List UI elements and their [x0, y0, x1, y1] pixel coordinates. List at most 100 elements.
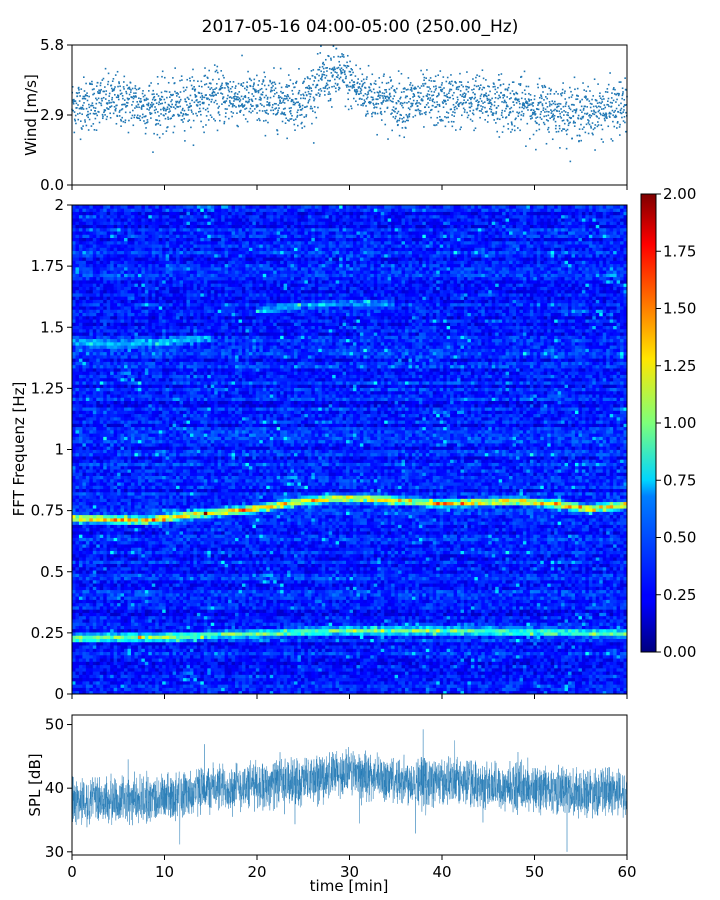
spectrogram-cell	[242, 684, 246, 688]
spectrogram-cell	[478, 648, 482, 652]
spectrogram-cell	[134, 674, 138, 678]
wind-point	[95, 103, 97, 105]
spectrogram-cell	[197, 684, 201, 688]
spectrogram-cell	[474, 655, 478, 659]
wind-point	[224, 102, 226, 104]
wind-point	[149, 112, 151, 114]
wind-point	[496, 91, 498, 93]
wind-point	[624, 122, 626, 124]
spectrogram-cell	[96, 639, 100, 643]
spectrogram-cell	[141, 687, 145, 691]
spectrogram-cell	[367, 648, 371, 652]
spectrogram-cell	[93, 678, 97, 682]
spectrogram-cell	[249, 652, 253, 656]
spectrogram-cell	[117, 648, 121, 652]
spectrogram-cell	[558, 684, 562, 688]
spectrogram-cell	[530, 658, 534, 662]
wind-point	[330, 100, 332, 102]
spectrogram-cell	[200, 645, 204, 649]
spectrogram-cell	[572, 645, 576, 649]
spectrogram-cell	[329, 684, 333, 688]
spectrogram-cell	[145, 645, 149, 649]
spectrogram-cell	[398, 681, 402, 685]
wind-point	[503, 126, 505, 128]
wind-point	[219, 120, 221, 122]
wind-point	[493, 119, 495, 121]
spectrogram-cell	[266, 648, 270, 652]
wind-point	[505, 102, 507, 104]
spectrogram-cell	[565, 671, 569, 675]
spectrogram-cell	[297, 671, 301, 675]
spectrogram-cell	[225, 652, 229, 656]
spectrogram-cell	[360, 655, 364, 659]
wind-point	[172, 77, 174, 79]
wind-point	[221, 83, 223, 85]
wind-point	[208, 119, 210, 121]
spectrogram-cell	[304, 678, 308, 682]
spectrogram-cell	[370, 652, 374, 656]
wind-point	[350, 71, 352, 73]
spectrogram-cell	[457, 648, 461, 652]
spectrogram-cell	[152, 671, 156, 675]
spectrogram-cell	[513, 687, 517, 691]
spectrogram-cell	[374, 684, 378, 688]
spectrogram-cell	[603, 645, 607, 649]
wind-point	[165, 118, 167, 120]
spectrogram-cell	[547, 684, 551, 688]
wind-point	[558, 105, 560, 107]
wind-point	[366, 78, 368, 80]
spectrogram-cell	[429, 658, 433, 662]
wind-point	[611, 102, 613, 104]
spectrogram-cell	[86, 674, 90, 678]
wind-point	[109, 112, 111, 114]
spectrogram-cell	[533, 645, 537, 649]
spectrogram-cell	[180, 645, 184, 649]
spectrogram-cell	[388, 655, 392, 659]
spectrogram-cell	[478, 645, 482, 649]
wind-point	[114, 88, 116, 90]
wind-point	[530, 118, 532, 120]
spectrogram-cell	[141, 658, 145, 662]
spectrogram-cell	[589, 668, 593, 672]
wind-point	[588, 122, 590, 124]
wind-point	[310, 106, 312, 108]
spectrogram-cell	[454, 687, 458, 691]
wind-point	[118, 95, 120, 97]
wind-point	[522, 92, 524, 94]
spectrogram-cell	[523, 642, 527, 646]
spectrogram-cell	[606, 655, 610, 659]
wind-point	[357, 104, 359, 106]
spectrogram-cell	[499, 678, 503, 682]
spectrogram-cell	[197, 668, 201, 672]
spectrogram-cell	[72, 639, 76, 643]
wind-point	[443, 106, 445, 108]
wind-point	[482, 102, 484, 104]
wind-point	[565, 130, 567, 132]
wind-point	[620, 109, 622, 111]
spectrogram-cell	[252, 678, 256, 682]
wind-point	[265, 120, 267, 122]
wind-point	[403, 117, 405, 119]
spectrogram-cell	[110, 648, 114, 652]
spectrogram-cell	[225, 678, 229, 682]
spectrogram-cell	[124, 652, 128, 656]
wind-point	[587, 113, 589, 115]
spectrogram-cell	[155, 681, 159, 685]
spectrogram-cell	[72, 684, 76, 688]
wind-point	[600, 106, 602, 108]
spectrogram-cell	[547, 655, 551, 659]
wind-point	[173, 115, 175, 117]
spectrogram-cell	[408, 678, 412, 682]
spectrogram-cell	[256, 687, 260, 691]
wind-point	[467, 86, 469, 88]
spectrogram-cell	[176, 658, 180, 662]
spectrogram-cell	[197, 671, 201, 675]
spectrogram-cell	[131, 678, 135, 682]
wind-point	[160, 124, 162, 126]
wind-point	[190, 95, 192, 97]
spectrogram-cell	[426, 687, 430, 691]
spectrogram-cell	[72, 645, 76, 649]
spectrogram-cell	[592, 665, 596, 669]
wind-point	[482, 69, 484, 71]
wind-point	[480, 98, 482, 100]
